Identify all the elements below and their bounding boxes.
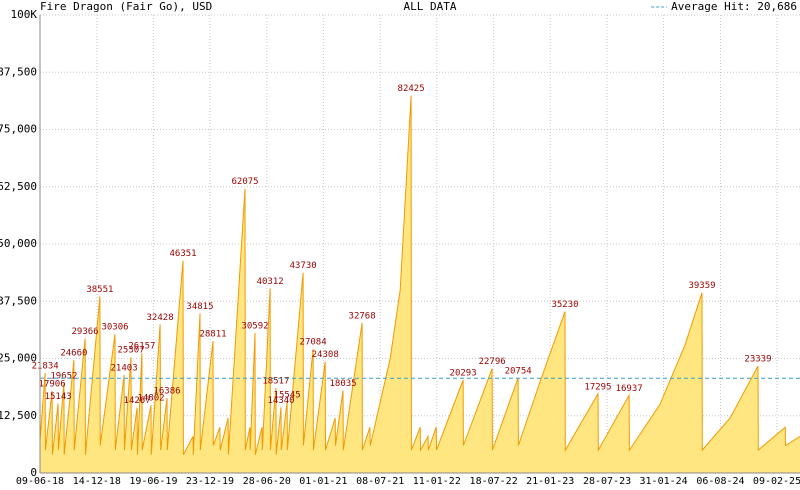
value-label: 23339 bbox=[744, 355, 771, 365]
value-label: 34815 bbox=[186, 302, 213, 312]
line bbox=[39, 95, 800, 455]
value-label: 24660 bbox=[60, 349, 87, 359]
x-tick-label: 06-08-24 bbox=[696, 476, 744, 487]
x-tick-label: 08-07-21 bbox=[356, 476, 404, 487]
value-label: 46351 bbox=[170, 249, 197, 259]
value-label: 18035 bbox=[329, 379, 356, 389]
y-tick-label: 75,000 bbox=[0, 123, 37, 136]
x-tick-label: 09-06-18 bbox=[16, 476, 64, 487]
x-tick-label: 28-07-23 bbox=[583, 476, 631, 487]
value-label: 16937 bbox=[616, 384, 643, 394]
average-legend: Average Hit: 20,686 bbox=[671, 0, 797, 13]
y-tick-label: 62,500 bbox=[0, 180, 37, 193]
value-label: 17906 bbox=[39, 379, 66, 389]
value-label: 26157 bbox=[128, 342, 155, 352]
value-label: 21834 bbox=[32, 362, 59, 372]
area bbox=[40, 95, 800, 473]
x-tick-label: 01-01-21 bbox=[299, 476, 347, 487]
value-label: 28811 bbox=[199, 330, 226, 340]
chart-title: Fire Dragon (Fair Go), USD bbox=[40, 0, 212, 13]
x-tick-label: 28-06-20 bbox=[243, 476, 291, 487]
value-label: 27084 bbox=[300, 337, 327, 347]
x-tick-label: 23-12-19 bbox=[186, 476, 234, 487]
value-label: 32768 bbox=[349, 311, 376, 321]
value-label: 15545 bbox=[274, 390, 301, 400]
value-label: 35230 bbox=[551, 300, 578, 310]
x-tick-label: 09-02-25 bbox=[753, 476, 800, 487]
value-label: 30306 bbox=[101, 323, 128, 333]
y-tick-label: 12,500 bbox=[0, 409, 37, 422]
x-tick-label: 21-01-23 bbox=[526, 476, 574, 487]
value-label: 21403 bbox=[111, 363, 138, 373]
y-tick-label: 50,000 bbox=[0, 237, 37, 250]
value-label: 18517 bbox=[262, 377, 289, 387]
value-label: 62075 bbox=[231, 177, 258, 187]
value-label: 82425 bbox=[398, 84, 425, 94]
value-label: 14267 bbox=[124, 396, 151, 406]
value-label: 15143 bbox=[45, 392, 72, 402]
x-tick-label: 19-06-19 bbox=[129, 476, 177, 487]
value-label: 24308 bbox=[312, 350, 339, 360]
value-label: 14802 bbox=[137, 394, 164, 404]
chart-subtitle: ALL DATA bbox=[404, 0, 457, 13]
value-label: 38551 bbox=[86, 285, 113, 295]
value-label: 22796 bbox=[479, 357, 506, 367]
value-label: 39359 bbox=[688, 281, 715, 291]
value-label: 16386 bbox=[153, 386, 180, 396]
value-label: 30592 bbox=[241, 321, 268, 331]
x-tick-label: 31-01-24 bbox=[640, 476, 688, 487]
value-label: 20293 bbox=[450, 369, 477, 379]
value-label: 40312 bbox=[257, 277, 284, 287]
value-label: 29366 bbox=[72, 327, 99, 337]
value-label: 19652 bbox=[50, 371, 77, 381]
value-label: 14340 bbox=[267, 396, 294, 406]
y-tick-label: 25,000 bbox=[0, 352, 37, 365]
x-tick-label: 14-12-18 bbox=[73, 476, 121, 487]
value-label: 20754 bbox=[505, 366, 532, 376]
y-tick-label: 100K bbox=[11, 8, 38, 21]
y-tick-label: 37,500 bbox=[0, 294, 37, 307]
x-tick-label: 18-07-22 bbox=[470, 476, 518, 487]
x-tick-label: 11-01-22 bbox=[413, 476, 461, 487]
value-label: 43730 bbox=[290, 261, 317, 271]
y-tick-label: 0 bbox=[30, 466, 37, 479]
value-label: 32428 bbox=[147, 313, 174, 323]
y-tick-label: 87,500 bbox=[0, 65, 37, 78]
value-label: 17295 bbox=[584, 382, 611, 392]
value-label: 25307 bbox=[117, 346, 144, 356]
